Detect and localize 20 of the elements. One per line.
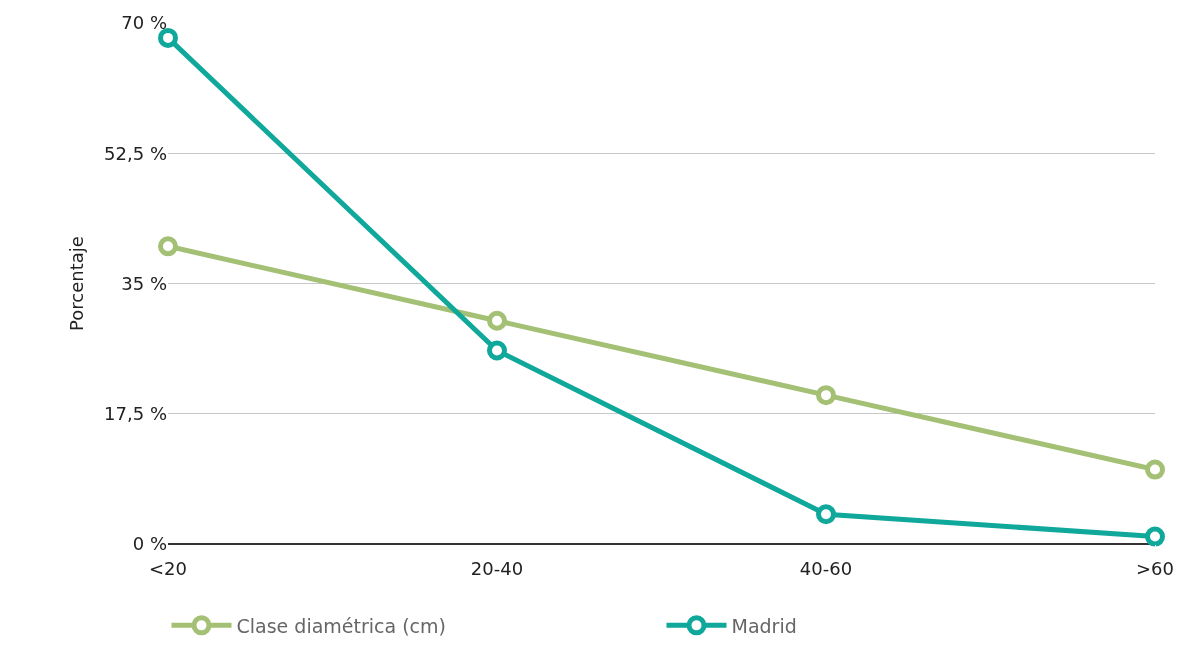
legend-label: Madrid (731, 614, 797, 637)
point (158, 236, 178, 257)
point (1145, 459, 1165, 480)
point (158, 27, 178, 48)
point (816, 385, 836, 406)
y-axis-title: Porcentaje (66, 236, 88, 331)
y-tick-label: 52,5 % (104, 142, 167, 164)
x-tick-label: <20 (149, 557, 187, 579)
y-tick-label: 0 % (132, 533, 167, 555)
x-tick-label: >60 (1136, 557, 1174, 579)
point (816, 504, 836, 525)
y-tick-label: 35 % (121, 272, 167, 294)
point (487, 310, 507, 331)
x-tick-label: 20-40 (470, 557, 524, 579)
point (1145, 526, 1165, 547)
x-tick-label: 40-60 (799, 557, 853, 579)
y-tick-label: 70 % (121, 12, 167, 34)
y-tick-label: 17,5 % (104, 403, 167, 425)
point (487, 340, 507, 361)
legend-label: Clase diamétrica (cm) (236, 614, 446, 637)
